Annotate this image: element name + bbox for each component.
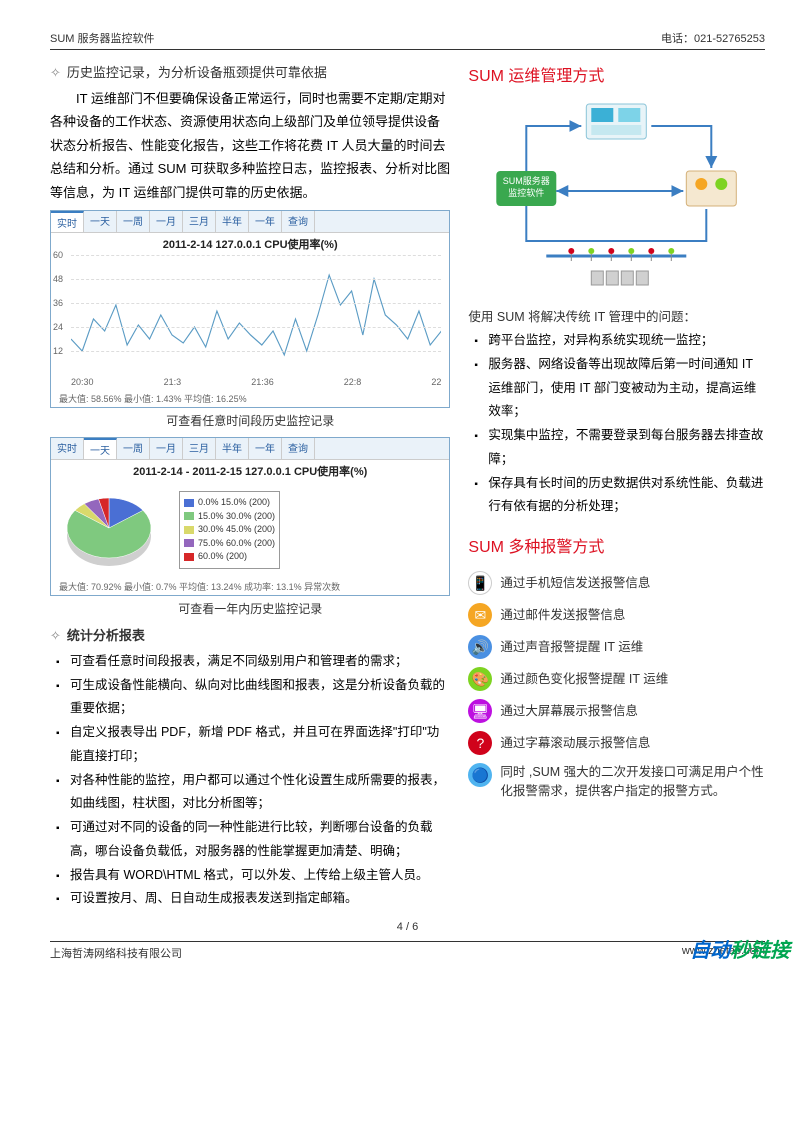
watermark: 自动秒链接 [690,934,790,963]
pie-chart-stats: 最大值: 70.92% 最小值: 0.7% 平均值: 13.24% 成功率: 1… [51,578,449,595]
tab-0[interactable]: 实时 [51,438,84,459]
line-chart-stats: 最大值: 58.56% 最小值: 1.43% 平均值: 16.25% [51,390,449,407]
history-title: ✧历史监控记录，为分析设备瓶颈提供可靠依据 [50,62,450,81]
alert-item: 🔵同时 ,SUM 强大的二次开发接口可满足用户个性化报警需求，提供客户指定的报警… [468,759,765,805]
header-right: 电话：021-52765253 [661,30,765,46]
footer-left: 上海哲涛网络科技有限公司 [50,945,182,961]
pie-chart-tabs: 实时一天一周一月三月半年一年查询 [51,438,449,460]
alert-item: 🎨通过颜色变化报警提醒 IT 运维 [468,663,765,695]
tab-0[interactable]: 实时 [51,211,84,232]
line-chart-box: 实时一天一周一月三月半年一年查询 2011-2-14 127.0.0.1 CPU… [50,210,450,408]
tab-2[interactable]: 一周 [117,211,150,232]
mgmt-diagram: SUM服务器 监控软件 [468,96,765,296]
tab-4[interactable]: 三月 [183,438,216,459]
alert-item: 🖥通过大屏幕展示报警信息 [468,695,765,727]
alert-icon: 🎨 [468,667,492,691]
alert-item: ✉通过邮件发送报警信息 [468,599,765,631]
svg-text:监控软件: 监控软件 [509,187,545,198]
line-chart-tabs: 实时一天一周一月三月半年一年查询 [51,211,449,233]
tab-3[interactable]: 一月 [150,438,183,459]
list-item: 可生成设备性能横向、纵向对比曲线图和报表，这是分析设备负载的重要依据； [56,674,450,722]
alert-icon: 📱 [468,571,492,595]
alert-item: ?通过字幕滚动展示报警信息 [468,727,765,759]
diamond-icon: ✧ [50,628,61,643]
caption-2: 可查看一年内历史监控记录 [50,600,450,617]
stats-bullets: 可查看任意时间段报表，满足不同级别用户和管理者的需求；可生成设备性能横向、纵向对… [50,650,450,911]
alert-icon: 🔵 [468,763,492,787]
tab-1[interactable]: 一天 [84,211,117,232]
list-item: 可设置按月、周、日自动生成报表发送到指定邮箱。 [56,887,450,911]
alert-icon: 🔊 [468,635,492,659]
header-left: SUM 服务器监控软件 [50,30,155,46]
pie-legend: 0.0% 15.0% (200)15.0% 30.0% (200)30.0% 4… [179,491,280,569]
tab-4[interactable]: 三月 [183,211,216,232]
list-item: 实现集中监控，不需要登录到每台服务器去排查故障； [474,424,765,472]
line-chart-title: 2011-2-14 127.0.0.1 CPU使用率(%) [51,233,449,255]
tab-7[interactable]: 查询 [282,438,315,459]
tab-3[interactable]: 一月 [150,211,183,232]
list-item: 自定义报表导出 PDF，新增 PDF 格式，并且可在界面选择"打印"功能直接打印… [56,721,450,769]
alert-item: 📱通过手机短信发送报警信息 [468,567,765,599]
diamond-icon: ✧ [50,65,61,80]
tab-7[interactable]: 查询 [282,211,315,232]
alert-icon: ? [468,731,492,755]
stats-title: ✧统计分析报表 [50,625,450,644]
tab-1[interactable]: 一天 [84,438,117,459]
list-item: 对各种性能的监控，用户都可以通过个性化设置生成所需要的报表，如曲线图，柱状图，对… [56,769,450,817]
alert-list: 📱通过手机短信发送报警信息✉通过邮件发送报警信息🔊通过声音报警提醒 IT 运维🎨… [468,567,765,805]
list-item: 保存具有长时间的历史数据供对系统性能、负载进行有依有据的分析处理； [474,472,765,520]
mgmt-intro: 使用 SUM 将解决传统 IT 管理中的问题： [468,306,765,325]
tab-6[interactable]: 一年 [249,211,282,232]
alert-icon: ✉ [468,603,492,627]
list-item: 跨平台监控，对异构系统实现统一监控； [474,329,765,353]
mgmt-title: SUM 运维管理方式 [468,62,765,86]
mgmt-bullets: 跨平台监控，对异构系统实现统一监控；服务器、网络设备等出现故障后第一时间通知 I… [468,329,765,519]
page-number: 4 / 6 [50,921,765,933]
alert-title: SUM 多种报警方式 [468,533,765,557]
tab-5[interactable]: 半年 [216,438,249,459]
tab-5[interactable]: 半年 [216,211,249,232]
list-item: 可通过对不同的设备的同一种性能进行比较，判断哪台设备的负载高，哪台设备负载低，对… [56,816,450,864]
pie-chart-title: 2011-2-14 - 2011-2-15 127.0.0.1 CPU使用率(%… [51,460,449,482]
tab-6[interactable]: 一年 [249,438,282,459]
svg-text:SUM服务器: SUM服务器 [503,175,550,186]
pie-chart-box: 实时一天一周一月三月半年一年查询 2011-2-14 - 2011-2-15 1… [50,437,450,596]
list-item: 报告具有 WORD\HTML 格式，可以外发、上传给上级主管人员。 [56,864,450,888]
list-item: 服务器、网络设备等出现故障后第一时间通知 IT 运维部门，使用 IT 部门变被动… [474,353,765,424]
history-para: IT 运维部门不但要确保设备正常运行，同时也需要不定期/定期对各种设备的工作状态… [50,87,450,204]
alert-icon: 🖥 [468,699,492,723]
list-item: 可查看任意时间段报表，满足不同级别用户和管理者的需求； [56,650,450,674]
alert-item: 🔊通过声音报警提醒 IT 运维 [468,631,765,663]
tab-2[interactable]: 一周 [117,438,150,459]
caption-1: 可查看任意时间段历史监控记录 [50,412,450,429]
